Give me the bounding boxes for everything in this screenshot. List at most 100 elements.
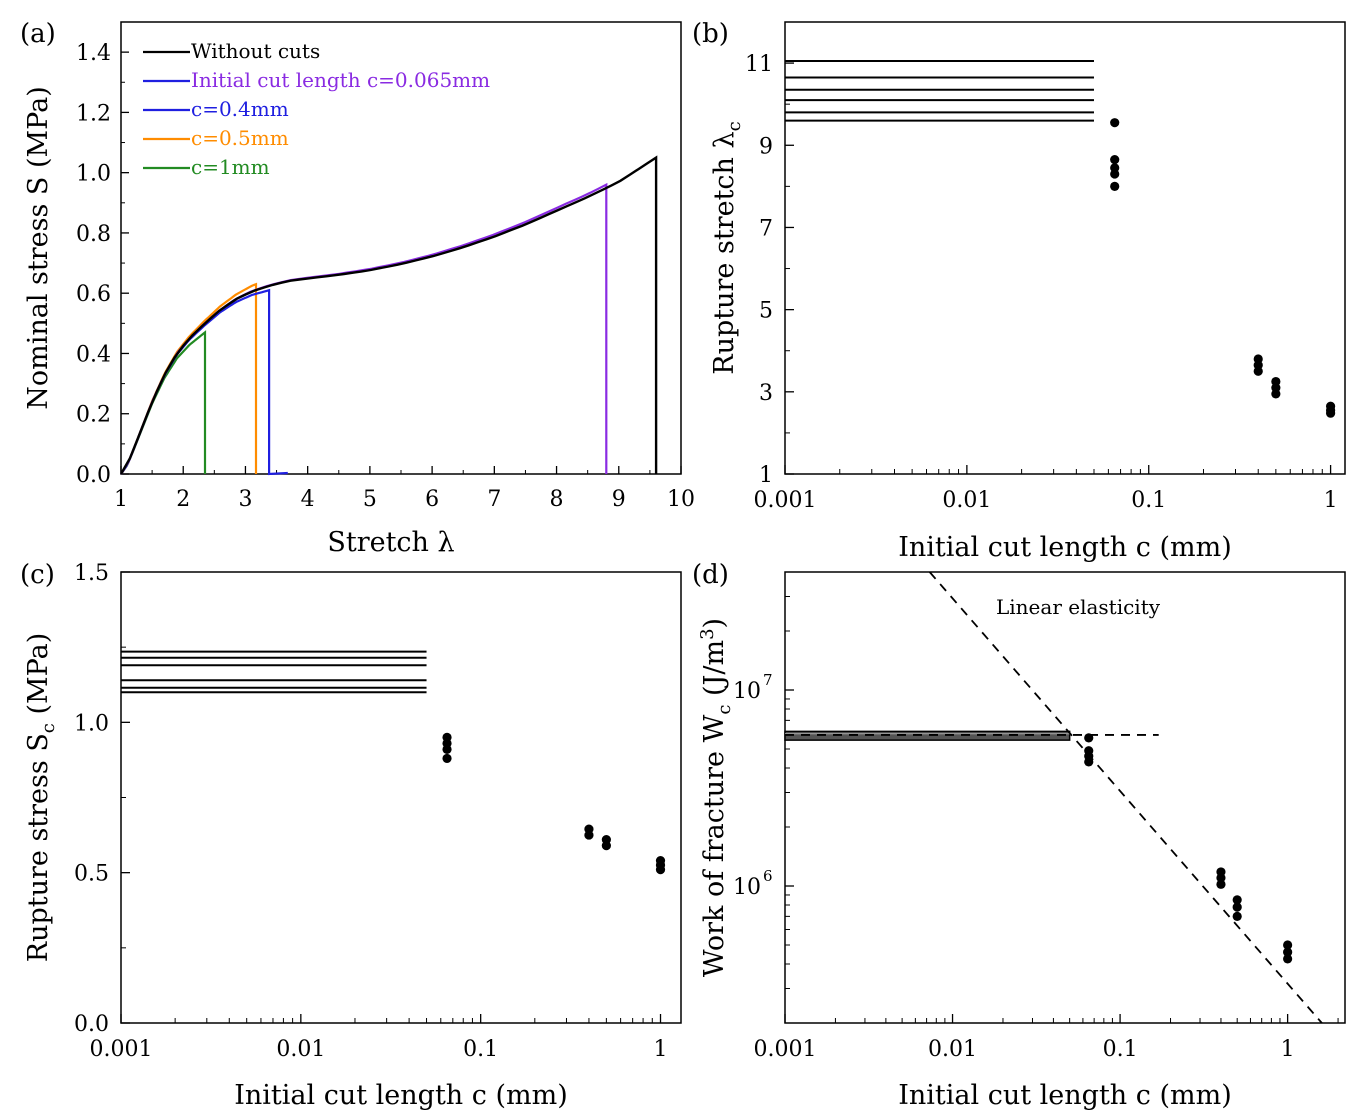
- y-tick-label: 0.0: [74, 1012, 109, 1037]
- data-point: [601, 841, 611, 851]
- data-point: [1283, 954, 1293, 964]
- x-axis-title: Initial cut length c (mm): [234, 1080, 568, 1111]
- data-point: [1232, 895, 1242, 905]
- y-tick-label: 0.4: [76, 342, 111, 367]
- y-tick-label: 1.0: [74, 711, 109, 736]
- x-axis-title: Stretch λ: [327, 527, 454, 558]
- x-tick-label: 5: [363, 487, 377, 512]
- x-tick-label: 3: [238, 487, 252, 512]
- panel-label: (c): [20, 560, 55, 590]
- x-tick-label: 0.001: [90, 1037, 153, 1062]
- y-axis-title: Rupture stress Sc (MPa): [23, 633, 59, 963]
- data-point: [1216, 873, 1226, 883]
- panel-c: (c) 0.001 0.01 0.1 1 0.0 0.5 1.0 1.5 Initial cut …: [20, 560, 682, 1111]
- series-line: [120, 282, 258, 475]
- x-tick-label: 0.1: [463, 1037, 498, 1062]
- y-axis-title-end: ): [699, 618, 730, 629]
- y-tick-label: 0.0: [76, 463, 111, 488]
- y-axis-title: Nominal stress S (MPa): [23, 86, 54, 410]
- x-tick-label: 8: [550, 487, 564, 512]
- data-point: [584, 830, 594, 840]
- y-tick-label: 0.6: [76, 282, 111, 307]
- y-tick-label: 0.2: [76, 403, 111, 428]
- data-point: [1283, 940, 1293, 950]
- data-point: [1283, 947, 1293, 957]
- data-point: [1216, 879, 1226, 889]
- data-point: [1110, 169, 1120, 179]
- y-axis-title-main: Rupture stretch λ: [709, 131, 740, 374]
- y-axis-title-suffix: (MPa): [23, 633, 54, 723]
- x-tick-label: 0.001: [754, 488, 817, 513]
- data-point: [1110, 118, 1120, 128]
- y-tick-exponent: 6: [763, 867, 773, 885]
- y-tick-label: 1.0: [76, 162, 111, 187]
- x-tick-label: 0.1: [1103, 1037, 1138, 1062]
- data-point: [1084, 757, 1094, 767]
- data-point: [1084, 733, 1094, 743]
- y-axis-title-main: Rupture stress S: [23, 733, 54, 962]
- legend-label: c=0.5mm: [191, 126, 289, 150]
- x-tick-label: 1: [1281, 1037, 1295, 1062]
- y-tick-exponent: 7: [763, 671, 773, 689]
- series-line: [120, 330, 207, 475]
- legend-label: c=1mm: [191, 155, 270, 179]
- data-point: [1232, 902, 1242, 912]
- plot-frame: [120, 571, 682, 1024]
- panel-label: (b): [692, 19, 729, 49]
- x-tick-label: 1: [654, 1037, 668, 1062]
- panel-label: (d): [692, 560, 729, 590]
- x-tick-label: 0.01: [942, 488, 991, 513]
- x-tick-label: 0.1: [1131, 488, 1166, 513]
- data-point: [442, 753, 452, 764]
- y-tick-label: 3: [759, 381, 773, 406]
- x-tick-label: 7: [487, 487, 501, 512]
- y-axis-title-suffix: (J/m: [699, 640, 730, 705]
- y-axis-title: Rupture stretch λc: [709, 121, 745, 374]
- x-tick-label: 1: [1324, 488, 1338, 513]
- data-point: [442, 744, 452, 754]
- y-tick-label: 5: [759, 299, 773, 324]
- y-tick-label: 1.5: [74, 561, 109, 586]
- y-tick-label: 10: [733, 679, 761, 704]
- legend-label: Without cuts: [191, 39, 320, 63]
- x-tick-label: 4: [301, 487, 315, 512]
- data-point: [1325, 408, 1336, 418]
- y-axis-title: Work of fracture Wc (J/m3): [697, 618, 735, 977]
- y-axis-title-superscript: 3: [697, 628, 718, 639]
- y-tick-label: 7: [759, 216, 773, 241]
- y-tick-label: 11: [745, 52, 773, 77]
- x-tick-label: 0.01: [276, 1037, 325, 1062]
- y-tick-label: 10: [733, 875, 761, 900]
- y-axis-title-subscript: c: [38, 723, 59, 733]
- data-point: [1110, 155, 1120, 165]
- y-tick-label: 1: [759, 463, 773, 488]
- data-point: [655, 865, 666, 875]
- y-axis-title-subscript: c: [714, 705, 735, 715]
- y-tick-label: 9: [759, 134, 773, 159]
- data-point: [1232, 911, 1242, 921]
- legend-label: Initial cut length c=0.065mm: [191, 68, 490, 92]
- legend-label: c=0.4mm: [191, 97, 289, 121]
- x-tick-label: 9: [612, 487, 626, 512]
- annotation-label: Linear elasticity: [996, 595, 1161, 619]
- data-point: [1253, 366, 1263, 376]
- series-line: [119, 155, 658, 475]
- x-tick-label: 2: [176, 487, 190, 512]
- x-tick-label: 6: [425, 487, 439, 512]
- y-tick-label: 1.2: [76, 101, 111, 126]
- x-tick-label: 0.01: [928, 1037, 977, 1062]
- data-point: [1271, 389, 1281, 399]
- dashed-slope-line: [928, 571, 1323, 1024]
- y-tick-label: 0.8: [76, 222, 111, 247]
- y-axis-title-main: Work of fracture W: [699, 714, 730, 977]
- panel-a: (a) 1 2 3 4 5 6 7 8 9 10 0.0 0.2 0.4 0.6 0.8 1.0 1.2 1.4 St…: [20, 19, 695, 558]
- plot-frame: [784, 21, 1346, 475]
- y-tick-label: 1.4: [76, 41, 111, 66]
- series-line: [120, 182, 608, 475]
- x-tick-label: 0.001: [754, 1037, 817, 1062]
- panel-label: (a): [20, 19, 56, 49]
- data-point: [1110, 181, 1120, 191]
